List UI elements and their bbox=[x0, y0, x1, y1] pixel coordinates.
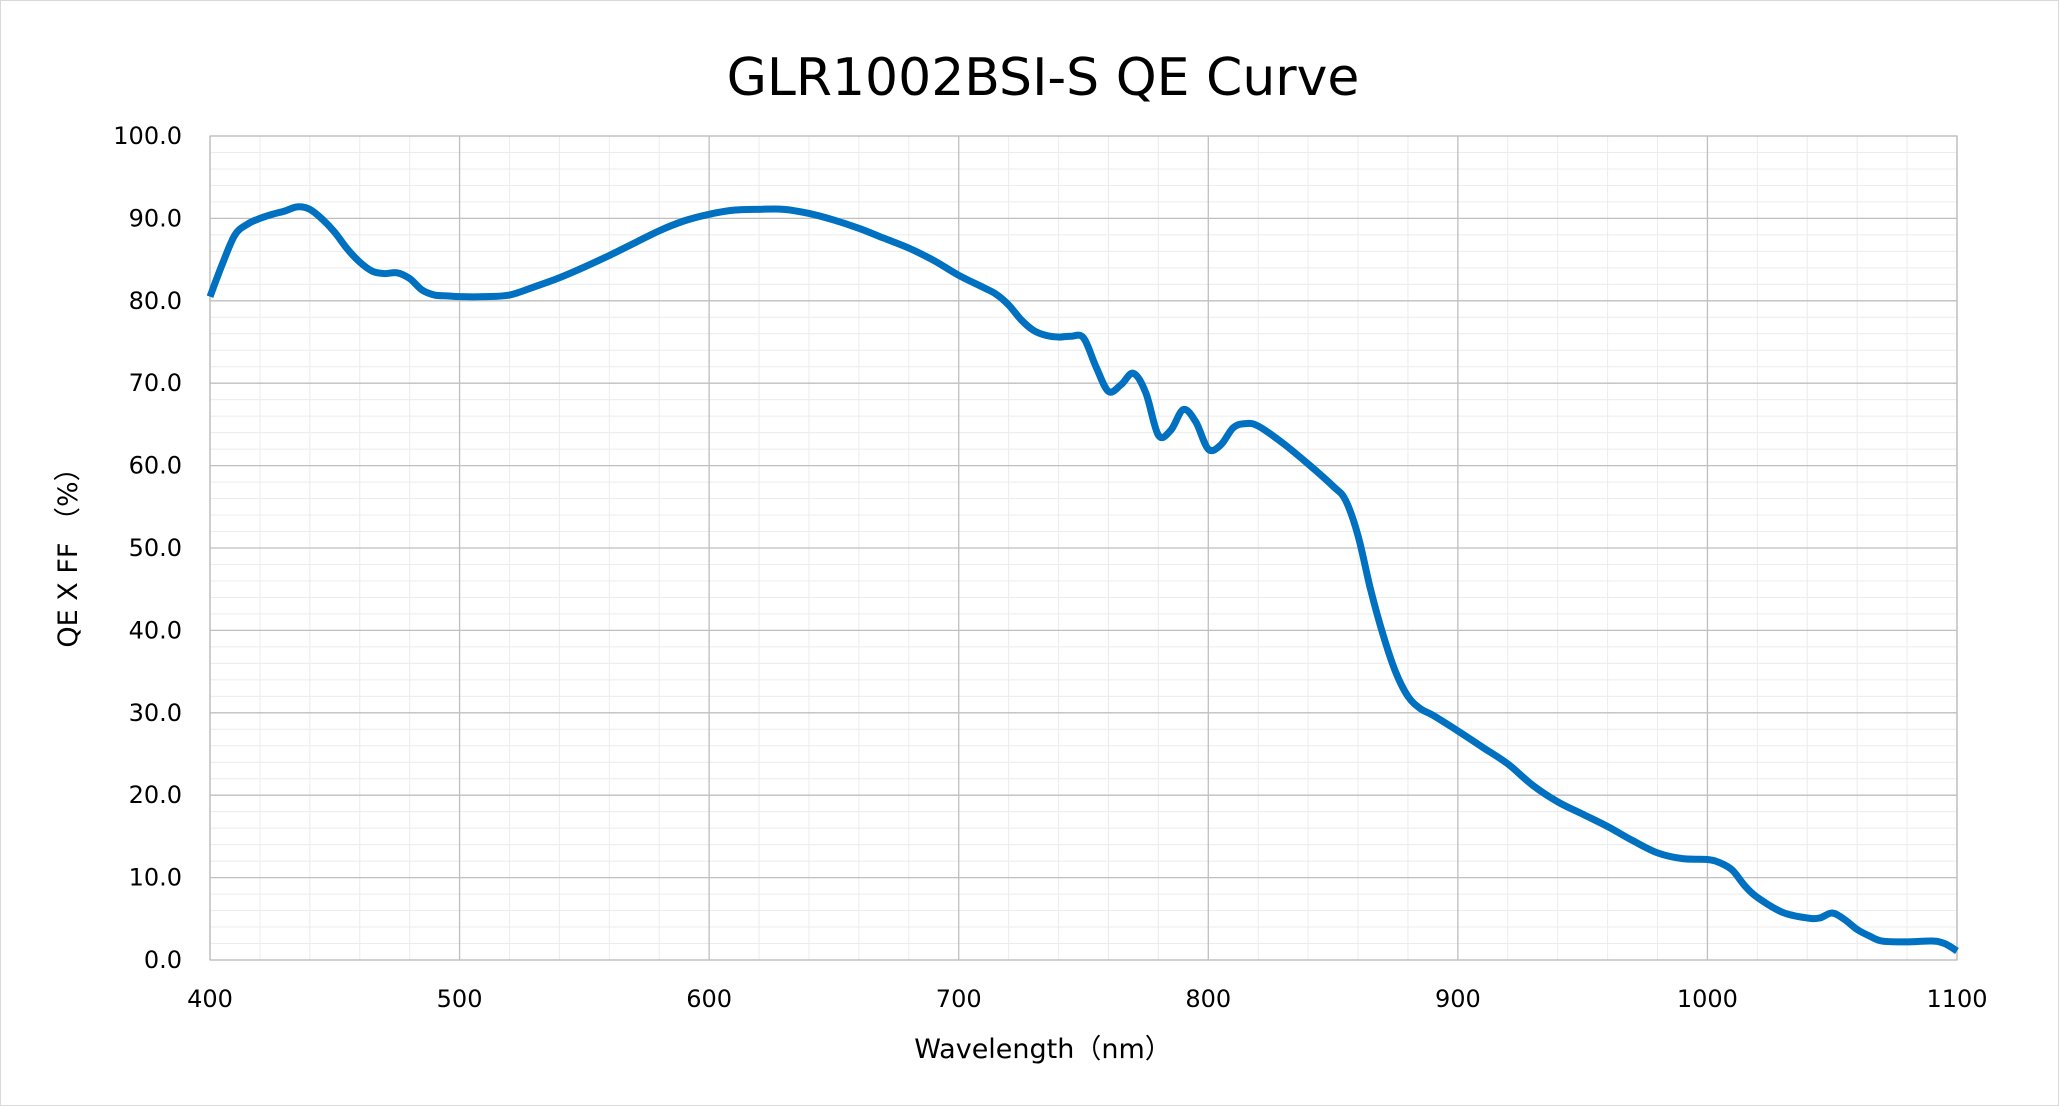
y-axis-title: QE X FF （%） bbox=[53, 454, 84, 647]
x-tick-label: 800 bbox=[1185, 985, 1231, 1013]
x-tick-label: 500 bbox=[437, 985, 483, 1013]
y-tick-label: 40.0 bbox=[129, 616, 182, 644]
y-tick-label: 70.0 bbox=[129, 369, 182, 397]
chart-title: GLR1002BSI-S QE Curve bbox=[727, 48, 1360, 108]
x-axis-title: Wavelength（nm） bbox=[914, 1034, 1172, 1065]
y-tick-label: 80.0 bbox=[129, 287, 182, 315]
y-tick-label: 0.0 bbox=[144, 946, 182, 974]
y-tick-label: 20.0 bbox=[129, 781, 182, 809]
y-tick-label: 10.0 bbox=[129, 864, 182, 892]
x-tick-label: 900 bbox=[1435, 985, 1481, 1013]
y-tick-label: 50.0 bbox=[129, 534, 182, 562]
major-gridlines bbox=[209, 135, 1958, 961]
x-tick-label: 700 bbox=[936, 985, 982, 1013]
x-tick-label: 400 bbox=[187, 985, 233, 1013]
x-axis-tick-labels: 400 500 600 700 800 900 1000 1100 bbox=[187, 985, 1987, 1013]
y-tick-label: 100.0 bbox=[113, 122, 182, 150]
y-tick-label: 30.0 bbox=[129, 699, 182, 727]
x-tick-label: 1000 bbox=[1677, 985, 1738, 1013]
y-tick-label: 90.0 bbox=[129, 204, 182, 232]
y-axis-tick-labels: 0.0 10.0 20.0 30.0 40.0 50.0 60.0 70.0 80.0 90.0 1… bbox=[113, 122, 182, 974]
qe-series-line bbox=[206, 203, 1959, 954]
plot-area-border bbox=[209, 135, 1958, 961]
series-layer bbox=[206, 203, 1959, 954]
x-tick-label: 1100 bbox=[1926, 985, 1987, 1013]
x-tick-label: 600 bbox=[686, 985, 732, 1013]
plot-border-rect bbox=[209, 135, 1958, 961]
y-tick-label: 60.0 bbox=[129, 452, 182, 480]
